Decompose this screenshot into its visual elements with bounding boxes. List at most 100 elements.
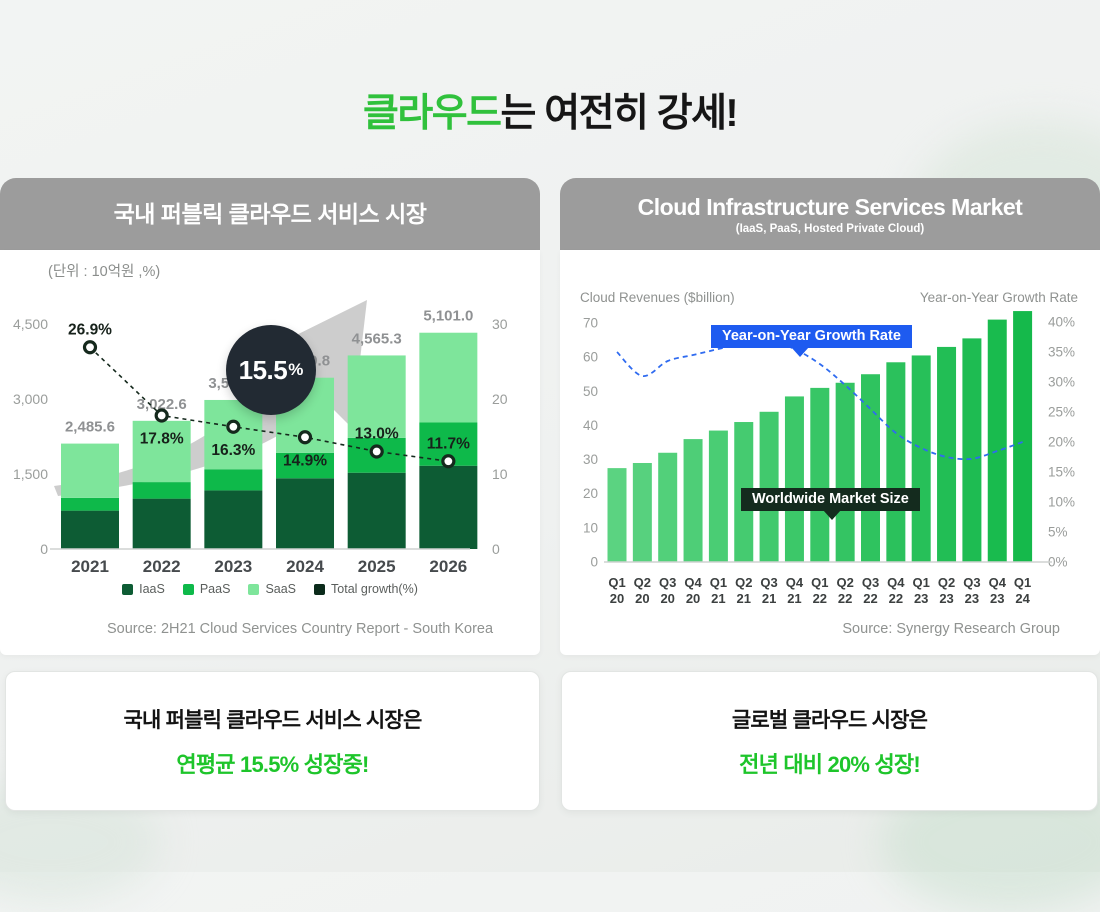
x-axis-year-label: 2023 [214,557,252,576]
legend-swatch [314,583,326,595]
growth-point-2023 [226,419,241,434]
growth-value-label: 26.9% [68,321,112,338]
x-axis-quarter-label: Q3 23 [963,575,980,606]
left-axis-tick: 4,500 [13,316,48,332]
market-bar-Q1-22 [810,387,830,562]
iaas-bar-2021 [61,510,119,549]
cagr-value: 15.5 [238,354,288,385]
x-axis-quarter-label: Q4 23 [989,575,1007,606]
market-bar-Q2-20 [632,462,652,562]
left-axis-tick: 3,000 [13,391,48,407]
market-bar-Q3-21 [759,411,779,562]
market-bar-Q4-20 [683,439,703,562]
legend-item-saas: SaaS [248,582,296,596]
right-axis-title: Year-on-Year Growth Rate [919,290,1078,305]
left-axis-tick: 1,500 [13,466,48,482]
legend-label: PaaS [199,582,231,596]
iaas-bar-2025 [347,472,406,549]
market-bar-Q4-23 [987,319,1007,562]
right-axis-tick: 5% [1048,525,1068,540]
left-axis-tick: 10 [583,520,598,535]
left-axis-tick: 0 [590,555,598,570]
market-bar-Q1-20 [607,468,627,562]
x-axis-year-label: 2021 [71,557,109,576]
left-axis-tick: 40 [583,418,598,433]
legend-label: IaaS [139,582,165,596]
x-axis-quarter-label: Q1 22 [811,575,828,606]
right-axis-tick: 0 [492,541,500,557]
growth-value-label: 17.8% [140,431,184,448]
global-summary-line1: 글로벌 클라우드 시장은 [731,708,928,732]
x-axis-quarter-label: Q1 23 [913,575,930,606]
right-axis-tick: 10 [492,466,508,482]
growth-point-2022 [154,408,169,423]
x-axis-quarter-label: Q4 20 [684,575,702,606]
growth-value-label: 13.0% [355,426,399,443]
saas-bar-2022 [132,420,191,483]
iaas-bar-2023 [204,490,263,549]
market-bar-Q2-23 [937,346,957,562]
x-axis-quarter-label: Q1 20 [608,575,625,606]
right-axis-tick: 10% [1048,495,1075,510]
legend-label: Total growth(%) [331,582,418,596]
x-axis-quarter-label: Q2 21 [735,575,752,606]
x-axis-quarter-label: Q1 24 [1014,575,1031,606]
left-panel-title: 국내 퍼블릭 클라우드 서비스 시장 [113,201,427,227]
x-axis-quarter-label: Q2 22 [836,575,853,606]
market-bar-Q1-24 [1013,311,1033,562]
x-axis-quarter-label: Q2 20 [634,575,651,606]
x-axis-quarter-label: Q1 21 [710,575,727,606]
bar-value-label: 5,101.0 [423,308,473,325]
right-panel-body: Cloud Revenues ($billion) Year-on-Year G… [560,250,1100,655]
x-axis-year-label: 2026 [429,557,467,576]
page-title-highlight: 클라우드 [363,92,502,135]
right-axis-tick: 30% [1048,375,1075,390]
saas-bar-2025 [347,355,406,438]
right-axis-tick: 35% [1048,345,1075,360]
paas-bar-2024 [276,452,335,479]
right-panel-header: Cloud Infrastructure Services Market (Ia… [560,178,1100,250]
left-axis-tick: 0 [40,541,48,557]
page-title: 클라우드는 여전히 강세! [0,82,1100,138]
chart-legend: IaaS PaaS SaaS Total growth(%) [0,582,540,596]
paas-bar-2021 [61,497,119,511]
right-axis-tick: 40% [1048,315,1075,330]
growth-value-label: 11.7% [427,435,470,452]
paas-bar-2022 [132,482,191,499]
legend-item-iaas: IaaS [122,582,165,596]
saas-bar-2021 [61,443,119,498]
unit-note: (단위 : 10억원 ,%) [48,264,161,280]
x-axis-year-label: 2024 [286,557,324,576]
market-bar-Q3-22 [861,374,880,562]
legend-item-paas: PaaS [182,582,231,596]
x-axis-quarter-label: Q2 23 [938,575,955,606]
cagr-percent-sign: % [288,360,304,379]
right-axis-tick: 0% [1048,555,1068,570]
left-axis-tick: 30 [583,452,598,467]
global-summary-line2: 전년 대비 20% 성장! [739,751,921,777]
market-bar-Q1-23 [911,355,931,562]
growth-point-2025 [369,444,384,459]
korea-summary-line1: 국내 퍼블릭 클라우드 서비스 시장은 [123,708,423,732]
left-axis-tick: 50 [583,384,598,399]
global-summary-card: 글로벌 클라우드 시장은 전년 대비 20% 성장! [561,671,1098,811]
paas-bar-2023 [204,469,263,491]
market-bar-Q1-21 [708,430,728,562]
legend-swatch [182,583,194,595]
right-axis-tick: 20 [492,391,508,407]
cagr-badge: 15.5% [226,325,316,415]
x-axis-quarter-label: Q3 20 [659,575,676,606]
legend-swatch [248,583,260,595]
global-cloud-market-chart: 0 10 20 30 40 50 60 70 0% 5% 10% 15% 20% 25% 30% 35% 40%… [583,311,1075,606]
right-axis-tick: 25% [1048,405,1075,420]
growth-rate-line [616,338,1023,461]
right-source: Source: Synergy Research Group [842,621,1060,637]
market-bar-Q4-21 [784,396,804,562]
growth-point-2021 [82,340,98,355]
bar-value-label: 4,565.3 [352,330,402,347]
iaas-bar-2024 [276,478,335,549]
iaas-bar-2022 [132,498,191,549]
korea-summary-card: 국내 퍼블릭 클라우드 서비스 시장은 연평균 15.5% 성장중! [5,671,540,811]
market-bar-Q2-22 [835,382,855,562]
left-axis-tick: 20 [583,486,598,501]
